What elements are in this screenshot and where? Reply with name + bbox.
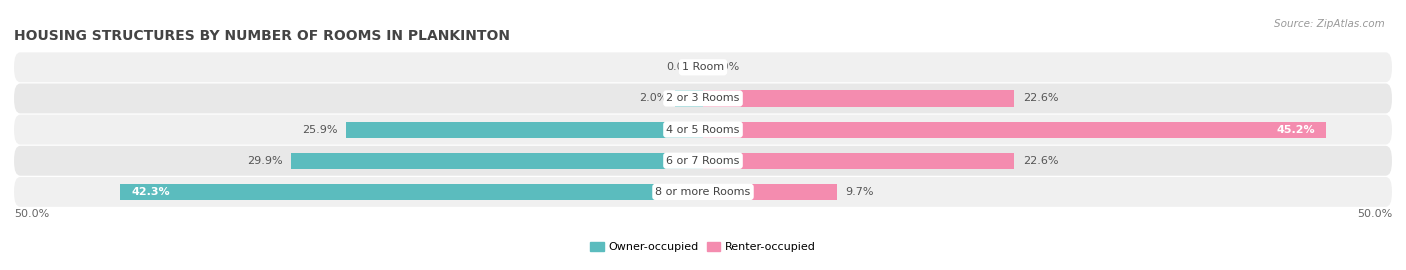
Text: 22.6%: 22.6% [1022,156,1059,166]
Bar [120,184,703,200]
FancyBboxPatch shape [14,146,1392,176]
Bar [346,122,703,138]
Bar [675,90,703,107]
Text: 50.0%: 50.0% [14,209,49,219]
FancyBboxPatch shape [14,177,1392,207]
Text: 4 or 5 Rooms: 4 or 5 Rooms [666,124,740,135]
FancyBboxPatch shape [14,52,1392,82]
Text: 6 or 7 Rooms: 6 or 7 Rooms [666,156,740,166]
Text: Source: ZipAtlas.com: Source: ZipAtlas.com [1274,19,1385,29]
Bar [703,90,1014,107]
Text: HOUSING STRUCTURES BY NUMBER OF ROOMS IN PLANKINTON: HOUSING STRUCTURES BY NUMBER OF ROOMS IN… [14,29,510,43]
Text: 45.2%: 45.2% [1277,124,1315,135]
Text: 9.7%: 9.7% [845,187,873,197]
FancyBboxPatch shape [14,115,1392,144]
Text: 0.0%: 0.0% [666,62,695,72]
Text: 50.0%: 50.0% [1357,209,1392,219]
Bar [703,184,837,200]
Text: 42.3%: 42.3% [131,187,170,197]
Bar [703,122,1326,138]
Text: 22.6%: 22.6% [1022,93,1059,103]
Text: 0.0%: 0.0% [711,62,740,72]
Text: 1 Room: 1 Room [682,62,724,72]
Text: 29.9%: 29.9% [247,156,283,166]
FancyBboxPatch shape [14,83,1392,113]
Bar [291,153,703,169]
Text: 2.0%: 2.0% [638,93,668,103]
Text: 25.9%: 25.9% [302,124,337,135]
Text: 8 or more Rooms: 8 or more Rooms [655,187,751,197]
Legend: Owner-occupied, Renter-occupied: Owner-occupied, Renter-occupied [586,238,820,257]
Bar [703,153,1014,169]
Text: 2 or 3 Rooms: 2 or 3 Rooms [666,93,740,103]
